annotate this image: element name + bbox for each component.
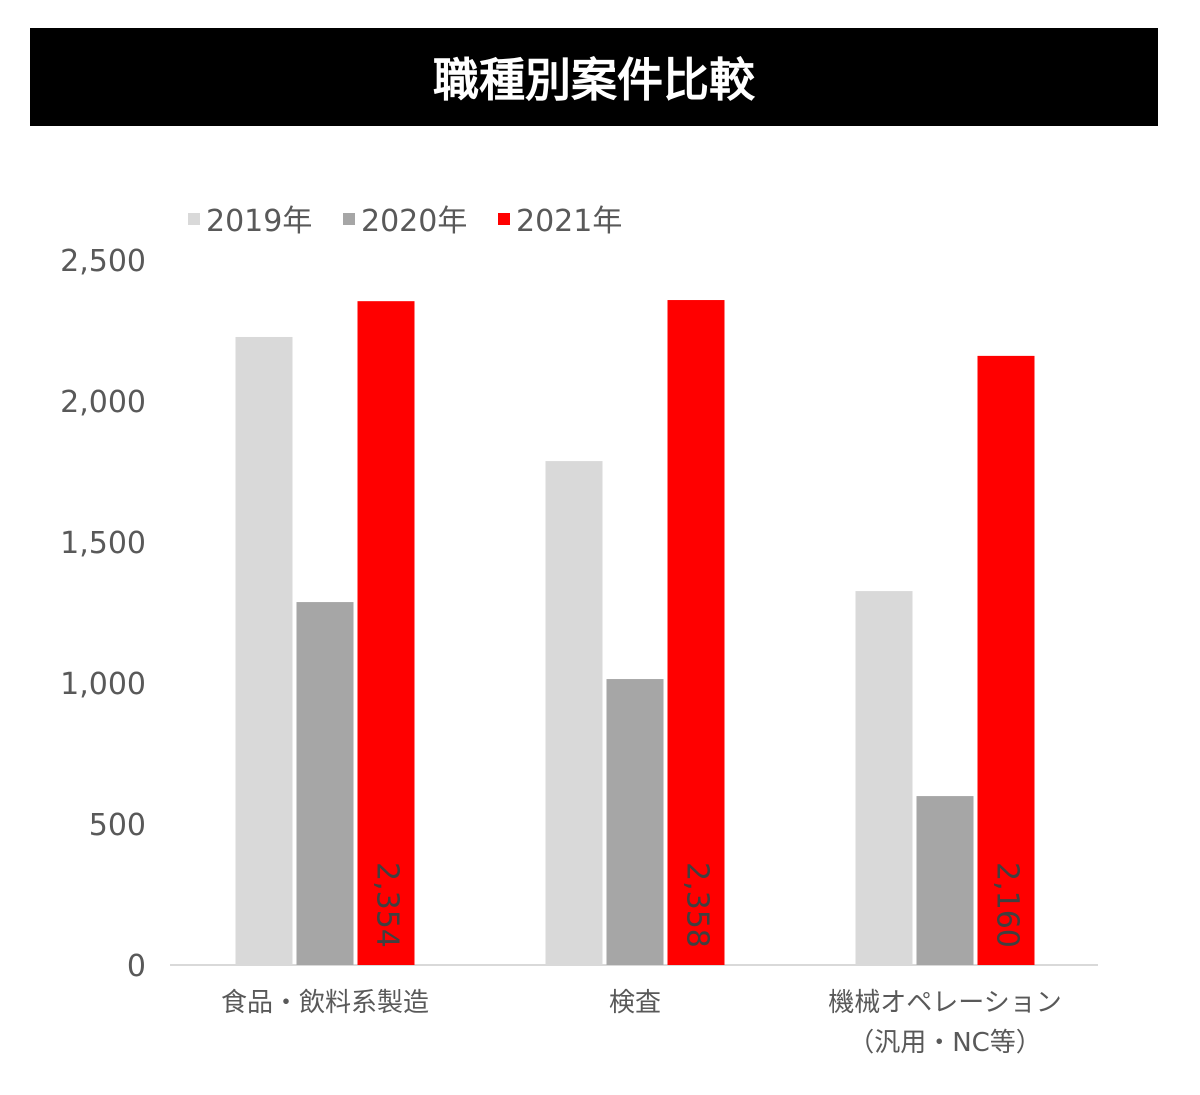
- data-label: 2,160: [990, 862, 1025, 948]
- legend-swatch: [498, 213, 510, 225]
- y-tick-label: 1,500: [60, 526, 146, 561]
- x-tick-label: 食品・飲料系製造: [221, 988, 429, 1018]
- legend-label: 2019年: [206, 204, 312, 239]
- bar-2021年-0: [357, 301, 415, 965]
- legend-swatch: [188, 213, 200, 225]
- data-label: 2,354: [370, 862, 405, 948]
- y-tick-label: 0: [127, 949, 146, 984]
- bar-2020年-1: [606, 679, 664, 965]
- bar-2019年-1: [545, 461, 603, 965]
- legend-label: 2021年: [516, 204, 622, 239]
- x-tick-label: （汎用・NC等）: [848, 1028, 1042, 1058]
- y-tick-label: 2,000: [60, 385, 146, 420]
- legend-swatch: [343, 213, 355, 225]
- bar-2021年-2: [977, 355, 1035, 965]
- bar-2019年-0: [235, 336, 293, 966]
- x-tick-label: 機械オペレーション: [828, 988, 1061, 1018]
- y-tick-label: 2,500: [60, 244, 146, 279]
- bar-2019年-2: [855, 591, 913, 965]
- bar-2021年-1: [667, 300, 725, 965]
- bar-2020年-2: [916, 796, 974, 965]
- y-tick-label: 1,000: [60, 667, 146, 702]
- chart-title: 職種別案件比較: [30, 28, 1158, 126]
- legend-label: 2020年: [361, 204, 467, 239]
- y-tick-label: 500: [89, 808, 146, 843]
- x-tick-label: 検査: [609, 988, 661, 1018]
- data-label: 2,358: [680, 862, 715, 948]
- bar-2020年-0: [296, 602, 354, 965]
